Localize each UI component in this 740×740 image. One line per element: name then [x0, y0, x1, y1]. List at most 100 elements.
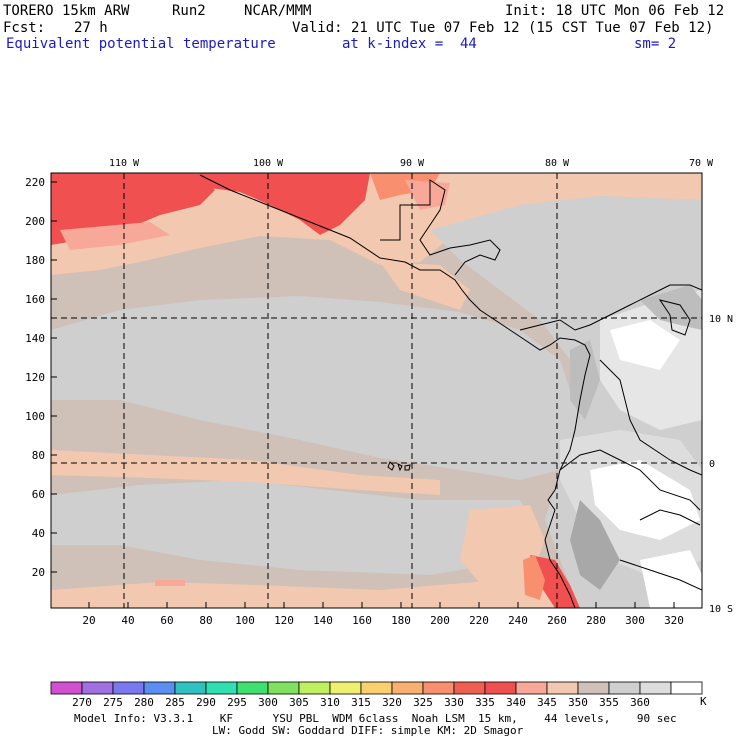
y-tick-label: 20 [32, 566, 45, 579]
colorbar-tick-label: 310 [320, 696, 340, 709]
x-tick-label: 260 [547, 614, 567, 627]
colorbar-tick-label: 315 [351, 696, 371, 709]
plot-frame [50, 172, 703, 609]
x-axis-labels: 20 40 60 80 100 120 140 160 180 200 220 … [82, 614, 684, 627]
forecast-hour: 27 h [74, 20, 108, 36]
graticule [51, 173, 702, 608]
colorbar-swatch [484, 681, 517, 695]
colorbar-tick-label: 335 [475, 696, 495, 709]
coastlines [199, 174, 702, 608]
x-tick-label: 240 [508, 614, 528, 627]
y-tick-label: 140 [25, 332, 45, 345]
field-name: Equivalent potential temperature [6, 36, 276, 52]
model-info-line: Model Info: V3.3.1 KF YSU PBL WDM 6class… [74, 712, 677, 725]
colorbar-swatch [639, 681, 672, 695]
colorbar [50, 681, 703, 695]
lon-label: 70 W [689, 158, 714, 169]
x-tick-label: 200 [430, 614, 450, 627]
smoothing-setting: sm= 2 [634, 36, 677, 52]
colorbar-tick-label: 345 [537, 696, 557, 709]
lon-label: 90 W [400, 158, 425, 169]
colorbar-swatch [453, 681, 486, 695]
colorbar-tick-label: 305 [289, 696, 309, 709]
x-tick-label: 60 [160, 614, 173, 627]
y-axis-ticks [51, 181, 57, 573]
colorbar-tick-label: 320 [382, 696, 402, 709]
colorbar-tick-label: 350 [568, 696, 588, 709]
longitude-labels: 110 W 100 W 90 W 80 W 70 W [109, 158, 714, 169]
colorbar-swatch [670, 681, 703, 695]
colorbar-tick-label: 325 [413, 696, 433, 709]
x-tick-label: 40 [121, 614, 134, 627]
x-tick-label: 20 [82, 614, 95, 627]
colorbar-swatch [391, 681, 424, 695]
model-run: Run2 [172, 3, 206, 19]
model-name: TORERO [3, 3, 54, 19]
lat-label: 10 N [709, 314, 733, 325]
colorbar-swatch [174, 681, 207, 695]
lon-label: 100 W [253, 158, 284, 169]
colorbar-swatch [143, 681, 176, 695]
x-tick-label: 280 [586, 614, 606, 627]
colorbar-swatch [112, 681, 145, 695]
colorbar-tick-label: 285 [165, 696, 185, 709]
x-tick-label: 160 [352, 614, 372, 627]
lon-label: 110 W [109, 158, 140, 169]
colorbar-labels: 270 275 280 285 290 295 300 305 310 315 320 325 330 3… [72, 696, 650, 709]
y-tick-label: 120 [25, 371, 45, 384]
x-tick-label: 120 [274, 614, 294, 627]
y-tick-label: 40 [32, 527, 45, 540]
colorbar-tick-label: 270 [72, 696, 92, 709]
colorbar-swatch [422, 681, 455, 695]
colorbar-swatch [50, 681, 83, 695]
colorbar-swatch [515, 681, 548, 695]
colorbar-swatch [608, 681, 641, 695]
colorbar-tick-label: 300 [258, 696, 278, 709]
lat-label: 10 S [709, 604, 733, 615]
colorbar-tick-label: 275 [103, 696, 123, 709]
x-axis-ticks [88, 602, 675, 608]
colorbar-tick-label: 295 [227, 696, 247, 709]
y-tick-label: 160 [25, 293, 45, 306]
y-axis-labels: 20 40 60 80 100 120 140 160 180 200 220 [25, 176, 45, 579]
colorbar-tick-label: 290 [196, 696, 216, 709]
theta-e-field [51, 173, 702, 608]
y-tick-label: 100 [25, 410, 45, 423]
y-tick-label: 80 [32, 449, 45, 462]
x-tick-label: 320 [664, 614, 684, 627]
valid-time: Valid: 21 UTC Tue 07 Feb 12 (15 CST Tue … [292, 20, 714, 36]
x-tick-label: 140 [313, 614, 333, 627]
lat-label: 0 [709, 459, 715, 470]
y-tick-label: 60 [32, 488, 45, 501]
colorbar-swatch [546, 681, 579, 695]
init-time: Init: 18 UTC Mon 06 Feb 12 [505, 3, 725, 19]
lon-label: 80 W [545, 158, 570, 169]
colorbar-swatch [577, 681, 610, 695]
x-tick-label: 220 [469, 614, 489, 627]
physics-info-line: LW: Godd SW: Goddard DIFF: simple KM: 2D… [212, 724, 524, 737]
x-tick-label: 80 [199, 614, 212, 627]
colorbar-swatch [360, 681, 393, 695]
x-tick-label: 180 [391, 614, 411, 627]
y-tick-label: 200 [25, 215, 45, 228]
x-tick-label: 300 [625, 614, 645, 627]
x-tick-label: 100 [235, 614, 255, 627]
colorbar-swatch [267, 681, 300, 695]
latitude-labels: 10 N 0 10 S [709, 314, 733, 615]
model-resolution: 15km ARW [62, 3, 130, 19]
vertical-level: at k-index = 44 [342, 36, 477, 52]
colorbar-tick-label: 355 [599, 696, 619, 709]
colorbar-swatch [81, 681, 114, 695]
colorbar-tick-label: 360 [630, 696, 650, 709]
colorbar-swatch [236, 681, 269, 695]
y-tick-label: 220 [25, 176, 45, 189]
colorbar-unit: K [700, 695, 707, 708]
model-org: NCAR/MMM [244, 3, 312, 19]
colorbar-swatch [298, 681, 331, 695]
y-tick-label: 180 [25, 254, 45, 267]
colorbar-tick-label: 330 [444, 696, 464, 709]
colorbar-swatch [329, 681, 362, 695]
forecast-label: Fcst: [3, 20, 46, 36]
colorbar-swatch [205, 681, 238, 695]
